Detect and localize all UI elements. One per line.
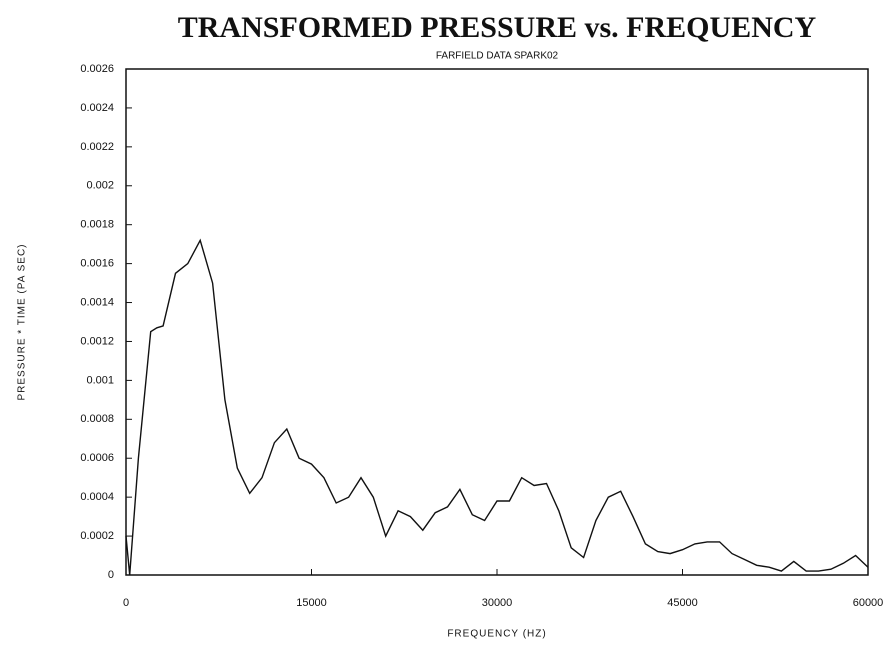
y-tick-label: 0.0024: [80, 102, 114, 114]
y-tick-label: 0.0022: [80, 141, 114, 153]
x-tick-label: 45000: [667, 597, 698, 609]
y-tick-label: 0.0008: [80, 413, 114, 425]
y-tick-label: 0.002: [86, 180, 114, 192]
x-tick-label: 0: [123, 597, 129, 609]
y-tick-label: 0.0018: [80, 219, 114, 231]
y-tick-label: 0.0006: [80, 452, 114, 464]
chart-title: TRANSFORMED PRESSURE vs. FREQUENCY: [178, 11, 817, 44]
y-tick-label: 0.0002: [80, 530, 114, 542]
y-tick-label: 0.0026: [80, 63, 114, 75]
x-tick-label: 15000: [296, 597, 327, 609]
y-tick-label: 0.0012: [80, 335, 114, 347]
x-axis-label: FREQUENCY (HZ): [447, 629, 546, 640]
y-tick-label: 0: [108, 569, 114, 581]
y-tick-label: 0.0004: [80, 491, 114, 503]
y-tick-label: 0.0014: [80, 296, 114, 308]
plot-frame: [125, 68, 869, 576]
y-tick-label: 0.0016: [80, 258, 114, 270]
data-line: [125, 238, 869, 576]
x-tick-label: 30000: [482, 597, 513, 609]
x-tick-label: 60000: [853, 597, 884, 609]
chart-subtitle: FARFIELD DATA SPARK02: [436, 51, 559, 62]
y-axis-label: PRESSURE * TIME (PA SEC): [17, 244, 28, 401]
y-tick-label: 0.001: [86, 374, 114, 386]
